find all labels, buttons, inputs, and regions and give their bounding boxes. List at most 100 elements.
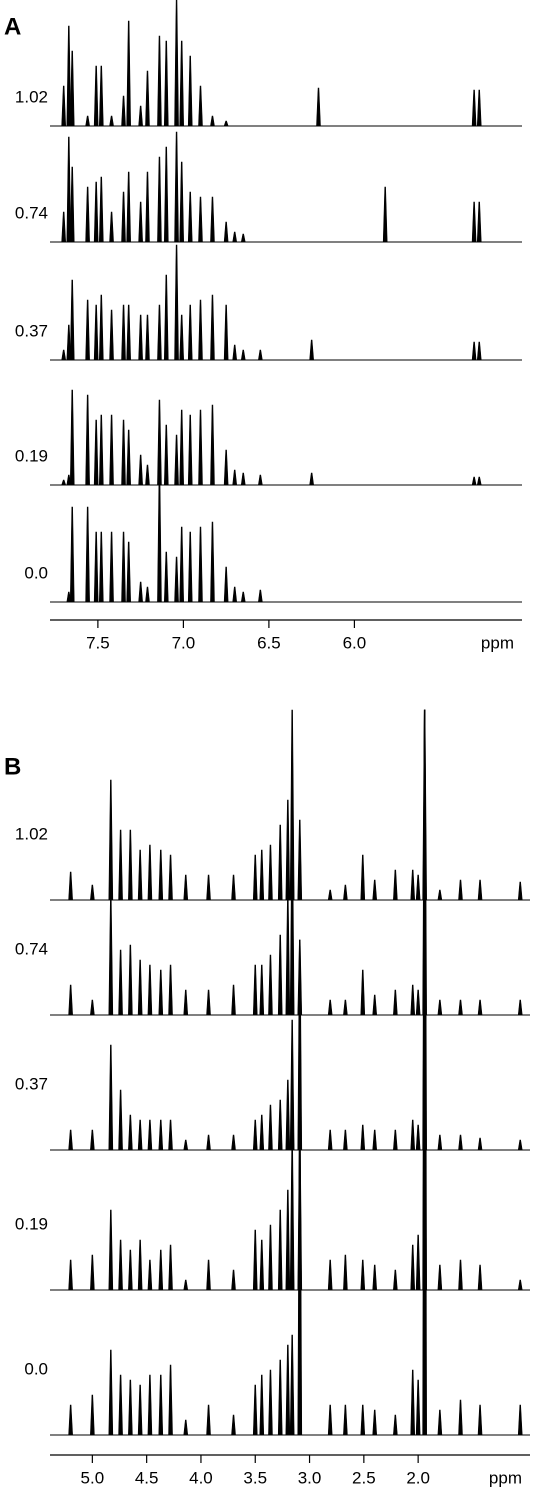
peak: [68, 1404, 73, 1436]
spectrum-label: 1.02: [15, 87, 48, 106]
peak: [285, 1189, 291, 1291]
peak: [93, 419, 99, 486]
peak: [69, 166, 75, 243]
x-tick-label: 7.5: [86, 633, 110, 652]
peak: [289, 1019, 295, 1151]
peak: [108, 894, 114, 1016]
peak: [437, 999, 443, 1016]
peak: [66, 591, 72, 603]
peak: [66, 324, 72, 361]
x-tick-label: 4.0: [189, 1468, 213, 1487]
peak: [147, 844, 153, 901]
peak: [93, 304, 99, 361]
peak: [240, 591, 246, 603]
peak: [109, 531, 114, 603]
peak: [145, 586, 150, 603]
peak: [68, 1129, 73, 1151]
peak: [372, 1409, 378, 1436]
peak: [372, 879, 378, 901]
peak: [61, 85, 66, 127]
peak: [410, 1119, 416, 1151]
peak: [121, 191, 126, 243]
peak: [68, 871, 73, 901]
peak: [138, 454, 143, 486]
peak: [98, 176, 104, 243]
peak: [393, 989, 398, 1016]
spectrum-label: 0.0: [24, 1359, 48, 1378]
peak: [415, 874, 421, 901]
peak: [168, 1364, 173, 1436]
peak: [206, 1259, 211, 1291]
peak: [285, 799, 291, 901]
peak: [98, 65, 104, 127]
peak: [187, 414, 193, 486]
peak: [108, 779, 114, 901]
peak: [471, 89, 477, 127]
peak: [118, 829, 123, 901]
peak: [382, 186, 388, 243]
peak: [476, 476, 482, 486]
peak: [206, 874, 211, 901]
panel-label: A: [4, 13, 21, 40]
peak: [90, 884, 95, 901]
peak: [121, 304, 126, 361]
peak: [410, 1244, 416, 1291]
peak: [360, 969, 366, 1016]
peak: [126, 304, 131, 361]
peak: [517, 1404, 523, 1436]
peak: [168, 1244, 173, 1291]
peak: [393, 1269, 398, 1291]
peak: [458, 1134, 463, 1151]
peak: [90, 1394, 95, 1436]
spectrum-label: 0.0: [24, 563, 48, 582]
peak: [232, 344, 238, 361]
peak: [252, 1384, 258, 1436]
peak: [372, 1129, 378, 1151]
peak: [147, 1119, 153, 1151]
peak: [138, 201, 143, 243]
peak: [517, 999, 523, 1016]
peak: [198, 85, 203, 127]
peak: [198, 526, 203, 603]
peak: [137, 1239, 143, 1291]
spectrum-label: 0.74: [15, 939, 48, 958]
peak: [147, 1259, 153, 1291]
peak: [360, 1124, 366, 1151]
peak: [118, 1089, 123, 1151]
peak: [210, 521, 215, 603]
peak: [232, 469, 238, 486]
peak: [157, 304, 162, 361]
peak: [157, 35, 162, 127]
peak: [90, 999, 95, 1016]
peak: [360, 1404, 366, 1436]
x-axis-label: ppm: [489, 1468, 522, 1487]
peak: [393, 1129, 398, 1151]
peak: [108, 1209, 114, 1291]
peak: [285, 1079, 291, 1151]
peak: [69, 279, 75, 361]
peak: [168, 964, 173, 1016]
peak: [109, 211, 114, 243]
peak: [268, 844, 273, 901]
peak: [259, 1114, 265, 1151]
peak: [231, 874, 236, 901]
peak: [118, 1239, 123, 1291]
peak: [179, 40, 184, 127]
peak: [277, 934, 283, 1016]
peak: [309, 339, 314, 361]
peak: [66, 25, 72, 127]
peak: [259, 849, 265, 901]
peak: [61, 211, 66, 243]
peak: [163, 274, 169, 361]
peak: [118, 1374, 123, 1436]
peak: [360, 854, 366, 901]
peak: [85, 506, 90, 603]
peak: [69, 506, 75, 603]
x-tick-label: 3.5: [243, 1468, 267, 1487]
peak: [327, 999, 333, 1016]
spectrum-label: 0.19: [15, 446, 48, 465]
peak: [126, 429, 131, 486]
peak: [158, 969, 164, 1016]
peak: [309, 472, 314, 486]
